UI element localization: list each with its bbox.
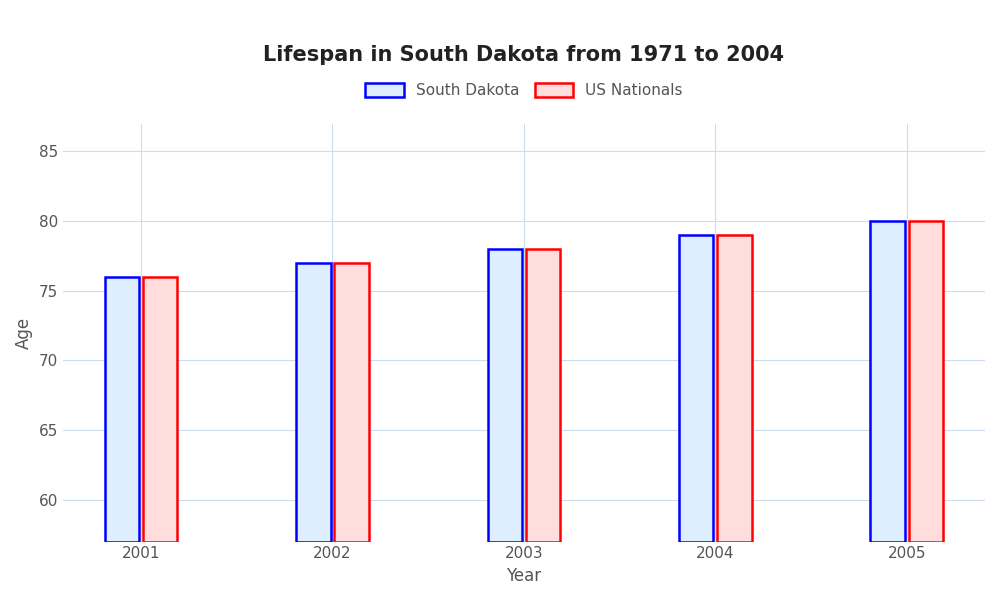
Bar xyxy=(717,235,752,542)
Bar xyxy=(679,235,713,542)
Title: Lifespan in South Dakota from 1971 to 2004: Lifespan in South Dakota from 1971 to 20… xyxy=(263,45,784,65)
Y-axis label: Age: Age xyxy=(15,316,33,349)
Bar xyxy=(105,277,139,542)
Bar xyxy=(909,221,943,542)
Bar xyxy=(870,221,905,542)
Legend: South Dakota, US Nationals: South Dakota, US Nationals xyxy=(359,77,689,104)
Bar xyxy=(488,249,522,542)
X-axis label: Year: Year xyxy=(506,567,541,585)
Bar xyxy=(334,263,369,542)
Bar xyxy=(526,249,560,542)
Bar xyxy=(296,263,331,542)
Bar xyxy=(143,277,177,542)
